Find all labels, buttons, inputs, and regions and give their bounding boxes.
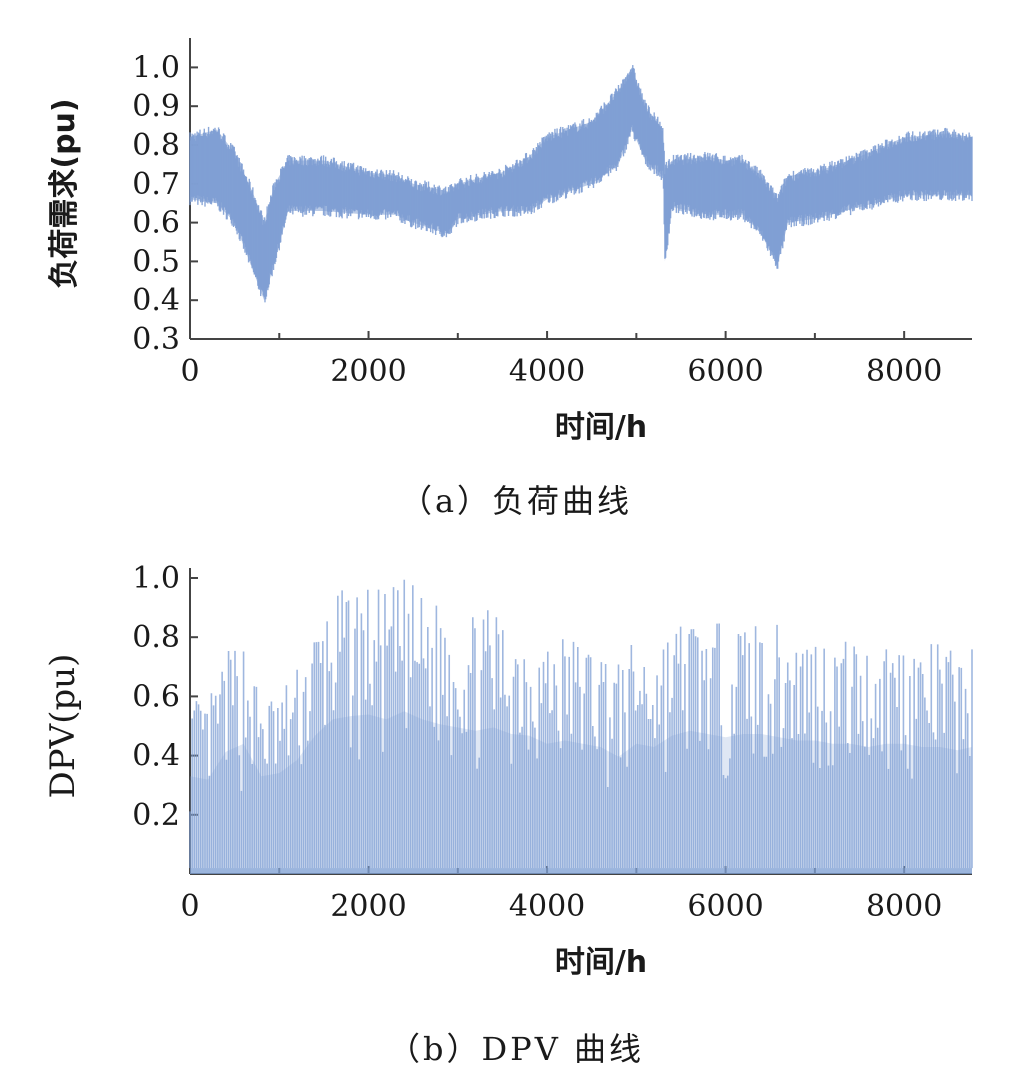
y-tick-label: 0.7 (132, 167, 180, 202)
caption-dpv: （b）DPV 曲线 (388, 1030, 644, 1068)
x-tick-label: 8000 (866, 889, 942, 924)
y-tick-label: 0.5 (132, 244, 180, 279)
x-tick-label: 6000 (687, 889, 763, 924)
dpv-density-area (190, 711, 972, 874)
y-tick-label: 1.0 (132, 561, 180, 596)
x-tick-label: 2000 (330, 889, 406, 924)
caption-load: （a）负荷曲线 (399, 482, 633, 520)
y-tick-label: 0.6 (132, 679, 180, 714)
y-tick-label: 0.8 (132, 128, 180, 163)
y-tick-label: 0.2 (132, 798, 180, 833)
chart-panel-dpv: 0 2000 4000 6000 8000 0.2 0.4 0.6 0.8 1.0 时间/h DPV(… (0, 540, 1032, 1082)
dpv-spikes (189, 579, 973, 869)
y-tick-label: 0.4 (132, 739, 180, 774)
y-tick-label: 0.9 (132, 89, 180, 124)
y-axis-title: DPV(pu) (43, 654, 83, 799)
x-tick-label: 2000 (330, 354, 406, 389)
y-tick-label: 0.4 (132, 283, 180, 318)
y-tick-label: 0.6 (132, 206, 180, 241)
dpv-chart: 0 2000 4000 6000 8000 0.2 0.4 0.6 0.8 1.0 时间/h DPV(… (43, 561, 973, 980)
x-tick-label: 6000 (687, 354, 763, 389)
x-tick-label: 4000 (509, 354, 585, 389)
x-tick-label: 4000 (509, 889, 585, 924)
x-tick-label: 8000 (866, 354, 942, 389)
x-axis-title: 时间/h (555, 945, 647, 980)
y-tick-label: 0.8 (132, 620, 180, 655)
y-tick-label: 0.3 (132, 322, 180, 357)
x-tick-label: 0 (180, 354, 199, 389)
dpv-baseline (190, 868, 972, 874)
load-band-area (190, 67, 972, 301)
x-tick-label: 0 (180, 889, 199, 924)
load-chart: 0 2000 4000 6000 8000 0.3 0.4 0.50.6 0.7 0.8 0.9 1.… (47, 38, 973, 445)
x-axis-title: 时间/h (555, 410, 647, 445)
y-axis-title: 负荷需求(pu) (47, 98, 82, 288)
y-tick-label: 1.0 (132, 50, 180, 85)
chart-panel-load: 0 2000 4000 6000 8000 0.3 0.4 0.5 0.6 0.7 0.8 0.9 1.… (0, 0, 1032, 540)
